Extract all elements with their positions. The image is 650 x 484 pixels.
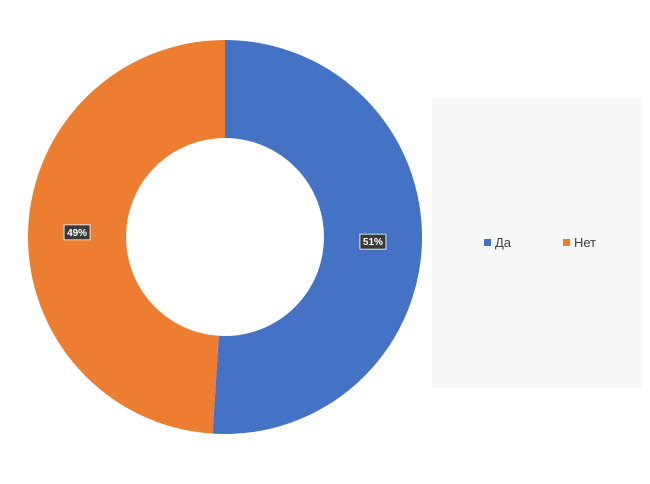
data-label-da: 51% [359,233,387,250]
legend-swatch-da [484,239,491,246]
data-label-box [359,233,387,250]
slice-net [28,40,225,434]
data-label-text: 49% [67,228,87,239]
data-labels-layer: 51% 49% [63,224,387,250]
slice-da [212,40,423,435]
data-label-net: 49% [63,224,91,241]
legend-label-da: Да [495,235,512,250]
data-label-text: 51% [363,237,383,248]
legend-entry-da: Да [484,235,511,250]
legend: Да Нет [432,98,642,388]
legend-swatch-net [563,239,570,246]
legend-label-net: Нет [574,235,597,250]
legend-entry-net: Нет [563,235,596,250]
data-label-box [63,224,91,241]
doughnut-plot-area: 51% 49% [28,40,423,435]
slices-layer [28,40,423,435]
